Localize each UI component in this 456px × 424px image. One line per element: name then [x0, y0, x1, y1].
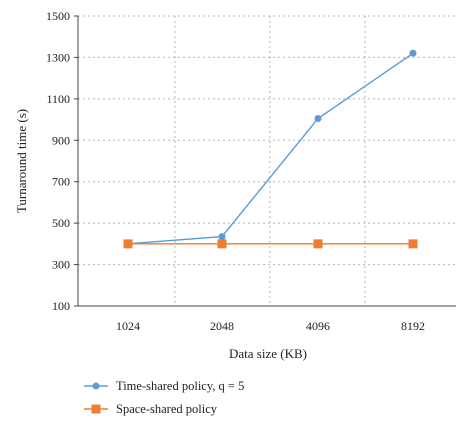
y-tick-labels: 100 300 500 700 900 1100 1300 1500	[46, 9, 78, 313]
x-tick-labels: 1024 2048 4096 8192	[116, 319, 425, 333]
series-layer	[123, 49, 418, 249]
y-tick-label: 900	[52, 133, 70, 147]
legend-label: Space-shared policy	[116, 402, 218, 416]
y-tick-label: 300	[52, 258, 70, 272]
data-point	[409, 49, 417, 57]
y-tick-label: 1500	[46, 9, 70, 23]
x-tick-label: 1024	[116, 319, 140, 333]
y-tick-label: 100	[52, 299, 70, 313]
x-tick-label: 2048	[210, 319, 234, 333]
legend-label: Time-shared policy, q = 5	[116, 379, 244, 393]
data-point	[123, 239, 133, 249]
y-tick-label: 1100	[46, 92, 70, 106]
y-tick-label: 700	[52, 175, 70, 189]
data-point	[218, 233, 226, 241]
data-point	[217, 239, 227, 249]
y-tick-label: 1300	[46, 50, 70, 64]
grid-layer	[78, 15, 456, 306]
y-axis-label: Turnaround time (s)	[14, 109, 29, 213]
x-tick-label: 4096	[306, 319, 330, 333]
legend-marker	[91, 404, 101, 414]
data-point	[408, 239, 418, 249]
data-point	[313, 239, 323, 249]
x-axis-label: Data size (KB)	[229, 346, 307, 361]
series-line	[127, 52, 414, 245]
y-tick-label: 500	[52, 216, 70, 230]
axes-layer	[77, 16, 456, 307]
data-point	[314, 115, 322, 123]
legend: Time-shared policy, q = 5 Space-shared po…	[84, 379, 244, 416]
legend-marker	[92, 382, 100, 390]
x-tick-label: 8192	[401, 319, 425, 333]
